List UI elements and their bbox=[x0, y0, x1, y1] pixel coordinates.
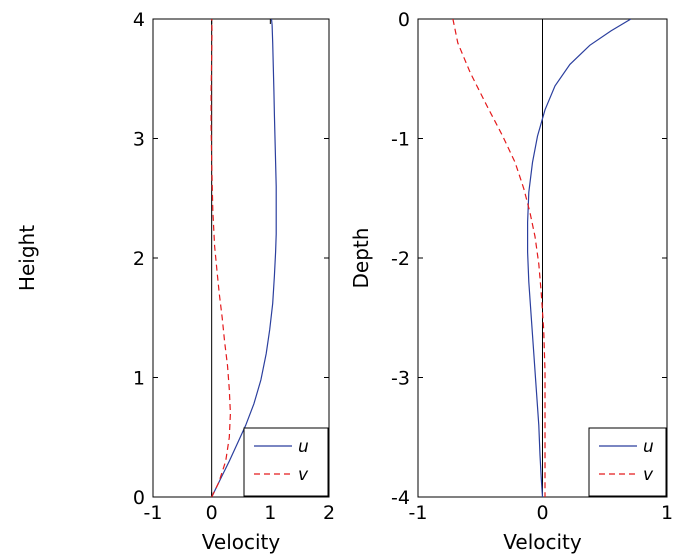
legend-box bbox=[243, 427, 329, 497]
x-axis-label: Velocity bbox=[202, 530, 281, 554]
y-tick-label: -1 bbox=[391, 129, 410, 151]
y-tick-label: -4 bbox=[391, 487, 410, 509]
y-tick-label: 1 bbox=[133, 368, 145, 390]
right-plot-panel: -1 0 1 -4 -3 -2 -1 0 Velocity Depth uv bbox=[349, 9, 673, 554]
legend-label-v: v bbox=[643, 465, 654, 485]
series-u-line bbox=[211, 19, 277, 497]
y-tick-label: 2 bbox=[133, 248, 145, 270]
y-axis-label: Height bbox=[15, 225, 39, 291]
x-tick-label: 1 bbox=[264, 502, 276, 524]
y-tick-label: 0 bbox=[398, 9, 410, 31]
x-tick-label: 0 bbox=[536, 502, 548, 524]
legend-label-v: v bbox=[298, 465, 309, 485]
series-v-line bbox=[452, 19, 546, 497]
x-tick-label: -1 bbox=[409, 502, 428, 524]
series-v-line bbox=[210, 19, 232, 497]
y-tick-label: 0 bbox=[133, 487, 145, 509]
y-tick-label: -3 bbox=[391, 368, 410, 390]
x-tick-label: 0 bbox=[206, 502, 218, 524]
series-u-line bbox=[526, 19, 632, 497]
legend-label-u: u bbox=[643, 437, 654, 457]
legend-box bbox=[588, 427, 667, 497]
x-tick-label: 1 bbox=[661, 502, 673, 524]
y-tick-label: 4 bbox=[133, 9, 145, 31]
x-axis-label: Velocity bbox=[503, 530, 582, 554]
legend-label-u: u bbox=[298, 437, 309, 457]
y-tick-label: 3 bbox=[133, 129, 145, 151]
plot-area-frame bbox=[152, 18, 330, 498]
x-tick-label: 2 bbox=[323, 502, 335, 524]
y-axis-label: Depth bbox=[349, 228, 373, 289]
x-tick-label: -1 bbox=[144, 502, 163, 524]
y-tick-label: -2 bbox=[391, 248, 410, 270]
